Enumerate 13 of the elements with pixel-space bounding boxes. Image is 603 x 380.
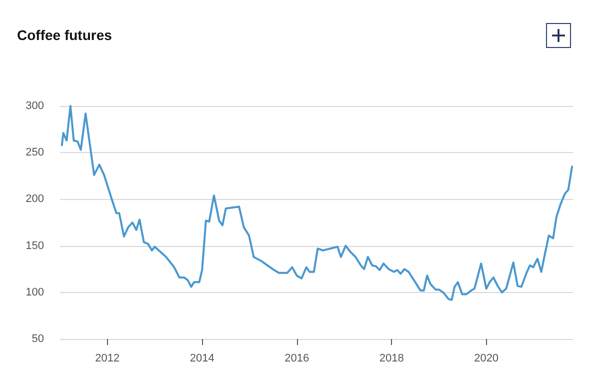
chart-title: Coffee futures [17, 27, 112, 43]
y-tick-label: 200 [26, 193, 44, 206]
x-tick-label: 2012 [95, 352, 120, 364]
line-series [60, 105, 574, 301]
x-tick-label: 2014 [190, 352, 214, 364]
x-tick-label: 2016 [284, 352, 310, 364]
x-tick-label: 2018 [379, 352, 404, 364]
y-tick-label: 250 [26, 146, 44, 159]
y-tick-label: 50 [32, 333, 44, 345]
y-tick-label: 300 [26, 100, 44, 112]
y-tick-label: 100 [26, 286, 44, 298]
y-tick-label: 150 [26, 240, 44, 252]
x-tick-label: 2020 [474, 352, 499, 364]
